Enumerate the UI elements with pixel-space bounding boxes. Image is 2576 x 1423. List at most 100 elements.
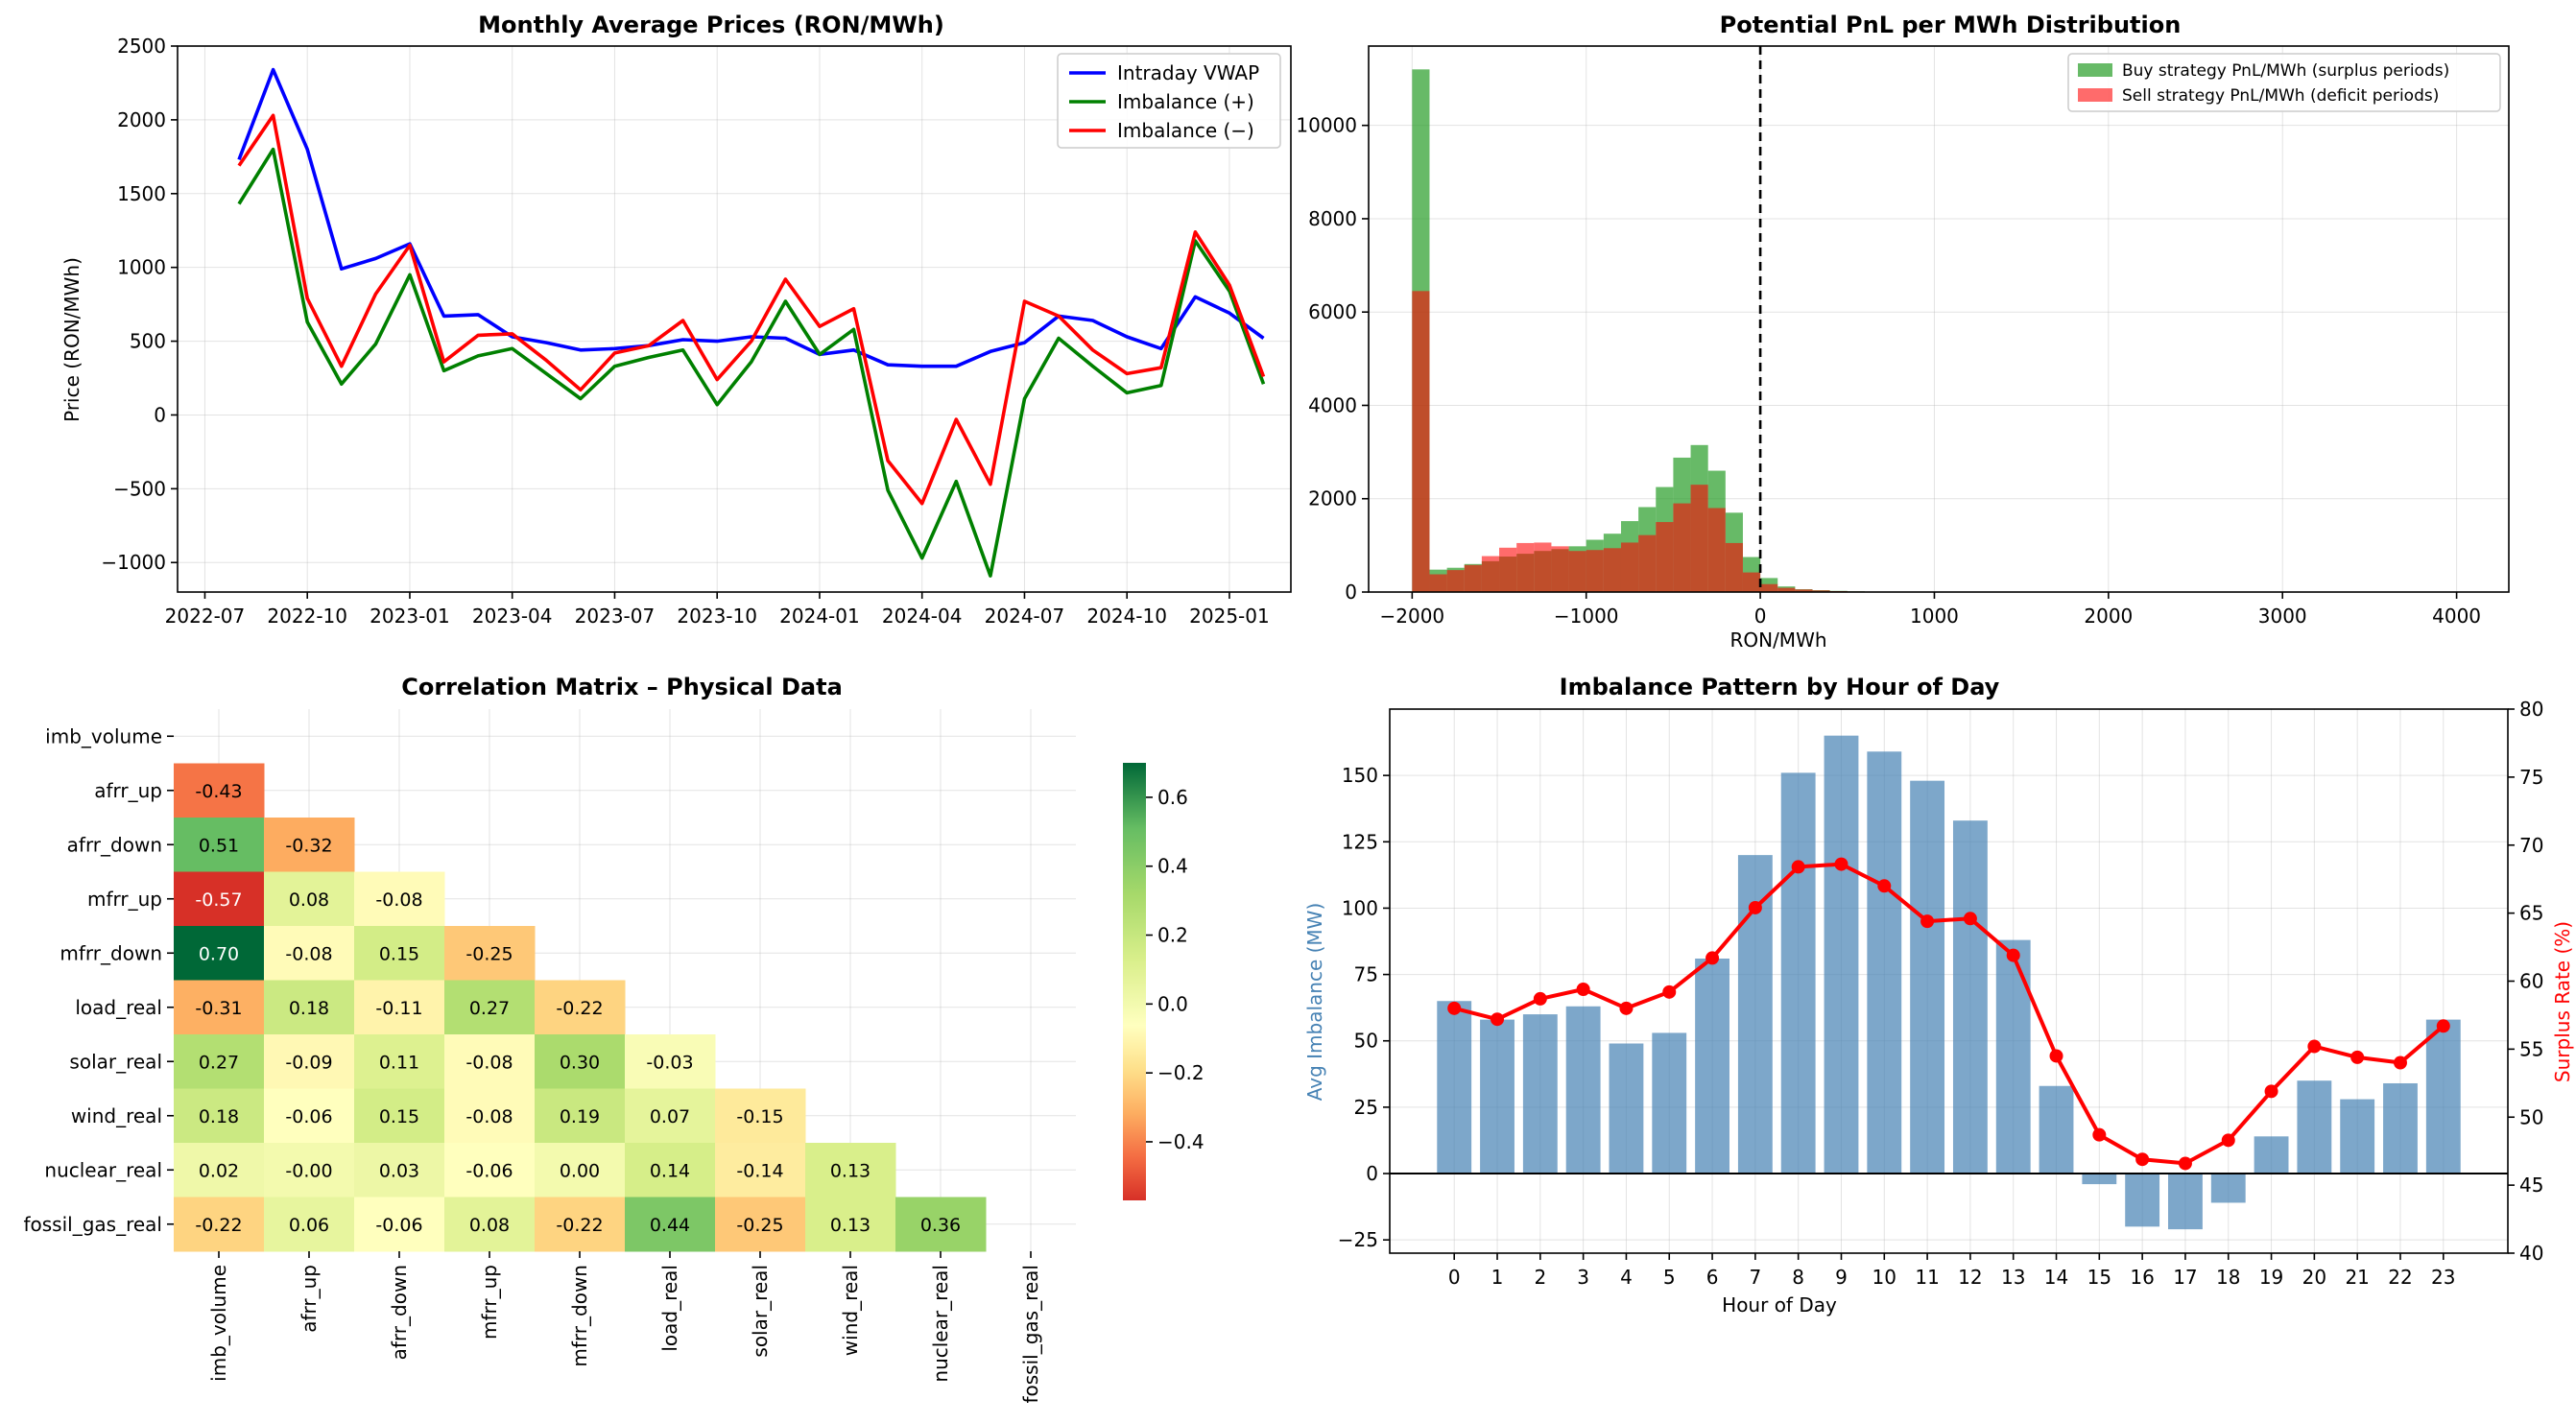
heatmap-col-label: afrr_up xyxy=(298,1265,321,1333)
hourly-bar xyxy=(1867,751,1902,1174)
y-tick-label: 1000 xyxy=(117,256,166,279)
y-right-tick-label: 75 xyxy=(2519,766,2543,789)
histogram-bar xyxy=(1516,542,1535,592)
heatmap-cell xyxy=(354,871,445,927)
heatmap-cell-label: 0.02 xyxy=(199,1160,239,1181)
heatmap-cell xyxy=(805,1143,896,1198)
colorbar-tick-label: −0.2 xyxy=(1157,1061,1205,1084)
heatmap-cell xyxy=(535,1034,626,1089)
colorbar-tick-label: 0.2 xyxy=(1157,924,1188,947)
series-line xyxy=(237,147,1266,578)
hourly-bar xyxy=(2425,1019,2461,1174)
surplus-rate-point xyxy=(1491,1012,1505,1027)
heatmap-row-label: imb_volume xyxy=(45,724,162,747)
y-tick-label: 4000 xyxy=(1308,393,1357,416)
hourly-bar xyxy=(1522,1014,1558,1174)
hourly-bar xyxy=(1480,1019,1515,1174)
colorbar-tick-label: 0.4 xyxy=(1157,855,1188,878)
x-tick-label: 3000 xyxy=(2258,605,2307,628)
heatmap-cell-label: 0.51 xyxy=(199,835,239,856)
heatmap-col-label: fossil_gas_real xyxy=(1019,1265,1042,1404)
heatmap-cell xyxy=(354,1197,445,1252)
histogram-bar xyxy=(1412,291,1430,592)
heatmap-cell xyxy=(174,763,265,818)
hourly-bar xyxy=(1824,735,1859,1174)
legend-box xyxy=(2067,53,2501,112)
heatmap-cell xyxy=(264,980,355,1035)
colorbar-tick-label: 0.0 xyxy=(1157,992,1188,1015)
heatmap-cell-label: 0.30 xyxy=(560,1052,600,1073)
surplus-rate-point xyxy=(1920,914,1935,929)
price-chart-ylabel: Price (RON/MWh) xyxy=(60,257,83,422)
y-tick-label: 1500 xyxy=(117,182,166,205)
heatmap-row-label: solar_real xyxy=(69,1050,162,1073)
y-right-tick-label: 60 xyxy=(2519,970,2543,993)
heatmap-col-label: solar_real xyxy=(749,1265,772,1358)
surplus-rate-point xyxy=(2393,1055,2407,1070)
histogram-bar xyxy=(1568,551,1586,592)
y-tick-label: 500 xyxy=(130,330,166,353)
heatmap-cell-label: 0.19 xyxy=(560,1106,600,1127)
hourly-bar xyxy=(1652,1032,1687,1174)
surplus-rate-point xyxy=(1619,1001,1634,1015)
x-tick-label: 4 xyxy=(1620,1266,1633,1289)
histogram-bar xyxy=(1586,550,1604,592)
heatmap-cell-label: -0.11 xyxy=(375,998,422,1019)
heatmap-cell-label: -0.25 xyxy=(465,943,513,964)
heatmap-cell-label: 0.18 xyxy=(289,998,329,1019)
x-tick-label: 2024-04 xyxy=(882,605,963,628)
heatmap-cell xyxy=(535,1143,626,1198)
hourly-bar xyxy=(2168,1174,2203,1230)
x-tick-label: 15 xyxy=(2087,1266,2111,1289)
hourly-bar xyxy=(1780,772,1816,1174)
heatmap-cell-label: 0.06 xyxy=(289,1215,329,1236)
hourly-bar xyxy=(2082,1174,2117,1185)
y-right-tick-label: 65 xyxy=(2519,902,2543,925)
heatmap-cell-label: 0.15 xyxy=(379,1106,419,1127)
heatmap-cell xyxy=(264,1088,355,1144)
surplus-rate-point xyxy=(1533,991,1547,1006)
plot-frame xyxy=(1368,45,2510,593)
heatmap-cell xyxy=(444,980,536,1035)
surplus-rate-line xyxy=(1453,862,2445,1166)
histogram-bar xyxy=(1742,572,1761,592)
y-tick-label: 6000 xyxy=(1308,300,1357,323)
heatmap-col-label: mfrr_down xyxy=(568,1265,591,1367)
heatmap-row-label: mfrr_down xyxy=(60,941,162,964)
legend-swatch xyxy=(2078,88,2112,102)
heatmap-cell xyxy=(354,926,445,981)
heatmap-cell-label: 0.08 xyxy=(469,1215,510,1236)
histogram-bar xyxy=(1551,546,1569,592)
heatmap-cell xyxy=(625,1143,716,1198)
heatmap-cell xyxy=(444,926,536,981)
y-right-tick-label: 50 xyxy=(2519,1105,2543,1128)
x-tick-label: 2023-07 xyxy=(575,605,656,628)
x-tick-label: 7 xyxy=(1749,1266,1761,1289)
heatmap-cell-label: -0.22 xyxy=(556,998,603,1019)
x-tick-label: 2022-10 xyxy=(267,605,347,628)
y-tick-label: −1000 xyxy=(101,551,166,574)
hourly-bar xyxy=(1695,958,1729,1174)
histogram-bar xyxy=(1499,547,1517,592)
heatmap-col-label: nuclear_real xyxy=(929,1265,952,1383)
legend-label: Intraday VWAP xyxy=(1117,61,1259,84)
surplus-rate-point xyxy=(2006,948,2020,962)
x-tick-label: 10 xyxy=(1872,1266,1896,1289)
heatmap-cell-label: 0.18 xyxy=(199,1106,239,1127)
heatmap-row-label: afrr_up xyxy=(94,779,162,802)
x-tick-label: 11 xyxy=(1915,1266,1939,1289)
y-tick-label: 150 xyxy=(1342,764,1378,787)
histogram-bar xyxy=(1534,542,1552,592)
heatmap-cell xyxy=(354,1088,445,1144)
heatmap-cell xyxy=(174,926,265,981)
x-tick-label: 5 xyxy=(1663,1266,1676,1289)
hourly-bar xyxy=(2254,1136,2289,1174)
heatmap-cell-label: -0.43 xyxy=(195,781,242,802)
y-tick-label: 2500 xyxy=(117,35,166,58)
x-tick-label: 2025-01 xyxy=(1189,605,1270,628)
heatmap-cell-label: 0.70 xyxy=(199,943,239,964)
heatmap-cell xyxy=(444,1143,536,1198)
surplus-rate-point xyxy=(2264,1084,2278,1099)
x-tick-label: 12 xyxy=(1958,1266,1982,1289)
